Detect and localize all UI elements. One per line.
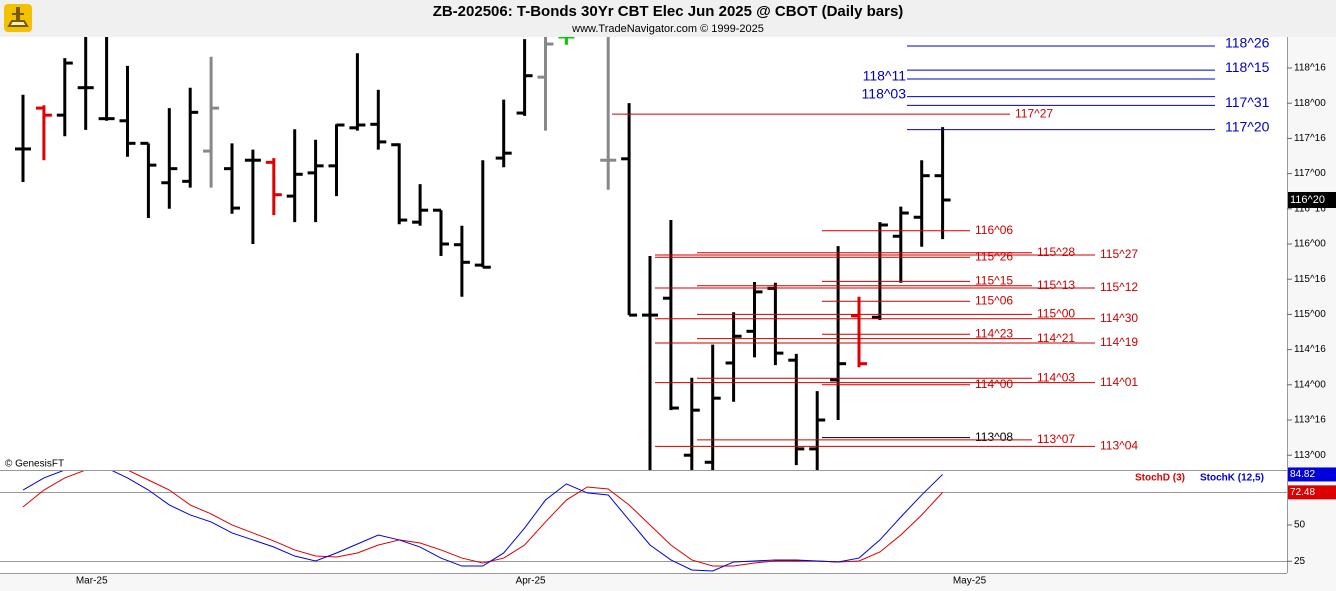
level-label: 118^03 [862, 85, 907, 101]
level-label: 115^06 [975, 293, 1013, 307]
level-label: 114^21 [1037, 331, 1075, 345]
y-tick-label: 118^16 [1294, 63, 1326, 74]
y-tick-label: 113^16 [1294, 415, 1326, 426]
level-label: 114^19 [1100, 335, 1138, 349]
x-tick-label: Mar-25 [76, 576, 108, 587]
legend-entry: StochD (3) [1135, 473, 1185, 484]
level-label: 113^04 [1100, 439, 1138, 453]
level-label: 115^26 [975, 249, 1013, 263]
price-plot [15, 37, 951, 470]
last-value-label: 84.82 [1290, 469, 1315, 480]
level-label: 115^00 [1037, 307, 1075, 321]
chart-subtitle: www.TradeNavigator.com © 1999-2025 [571, 23, 764, 35]
last-value-box [1288, 467, 1336, 482]
level-label: 115^15 [975, 274, 1013, 288]
level-label: 118^11 [863, 68, 907, 84]
stoch-plot [22, 471, 943, 572]
header-band [0, 0, 1336, 37]
level-label: 114^03 [1037, 370, 1075, 384]
stoch-line [22, 471, 943, 567]
level-label: 117^20 [1225, 118, 1270, 134]
level-label: 115^12 [1100, 280, 1138, 294]
x-tick-label: Apr-25 [516, 576, 546, 587]
level-label: 113^07 [1037, 432, 1075, 446]
last-value-box [1288, 485, 1336, 500]
last-price-box [1288, 191, 1336, 208]
chart-title: ZB-202506: T-Bonds 30Yr CBT Elec Jun 202… [433, 3, 904, 20]
level-label: 114^00 [975, 377, 1013, 391]
y-tick-label: 113^00 [1294, 450, 1326, 461]
level-label: 114^30 [1100, 311, 1138, 325]
level-label: 114^01 [1100, 375, 1138, 389]
x-axis-band [0, 573, 1287, 591]
level-label: 118^15 [1225, 59, 1270, 75]
y-tick-label: 114^16 [1294, 344, 1326, 355]
stoch-line [22, 471, 943, 572]
y-tick-label: 114^00 [1294, 379, 1326, 390]
level-label: 115^27 [1100, 247, 1138, 261]
last-value-label: 72.48 [1290, 487, 1315, 498]
level-label: 115^13 [1037, 278, 1075, 292]
logo [4, 4, 32, 32]
y-tick-label: 116^16 [1294, 203, 1326, 214]
last-price-label: 116^20 [1290, 194, 1325, 206]
x-tick-label: May-25 [953, 576, 987, 587]
y-tick-label: 50 [1294, 520, 1306, 531]
y-tick-label: 116^00 [1294, 239, 1326, 250]
level-label: 113^08 [975, 430, 1013, 444]
level-label: 114^23 [975, 326, 1013, 340]
level-label: 117^31 [1225, 94, 1270, 110]
legend-entry: StochK (12,5) [1200, 473, 1264, 484]
y-tick-label: 115^00 [1294, 309, 1326, 320]
level-label: 115^28 [1037, 245, 1075, 259]
y-tick-label: 115^16 [1294, 274, 1326, 285]
level-label: 116^06 [975, 223, 1013, 237]
axes: 118^16 118^00 117^16 117^00 116^16 116^00 115^… [76, 63, 1336, 587]
y-tick-label: 118^00 [1294, 98, 1326, 109]
level-label: 117^27 [1015, 106, 1053, 120]
y-tick-label: 117^16 [1294, 133, 1326, 144]
y-tick-label: 117^00 [1294, 168, 1326, 179]
credit: © GenesisFT [5, 459, 64, 470]
y-tick-label: 25 [1294, 556, 1306, 567]
level-label: 118^26 [1225, 35, 1270, 51]
